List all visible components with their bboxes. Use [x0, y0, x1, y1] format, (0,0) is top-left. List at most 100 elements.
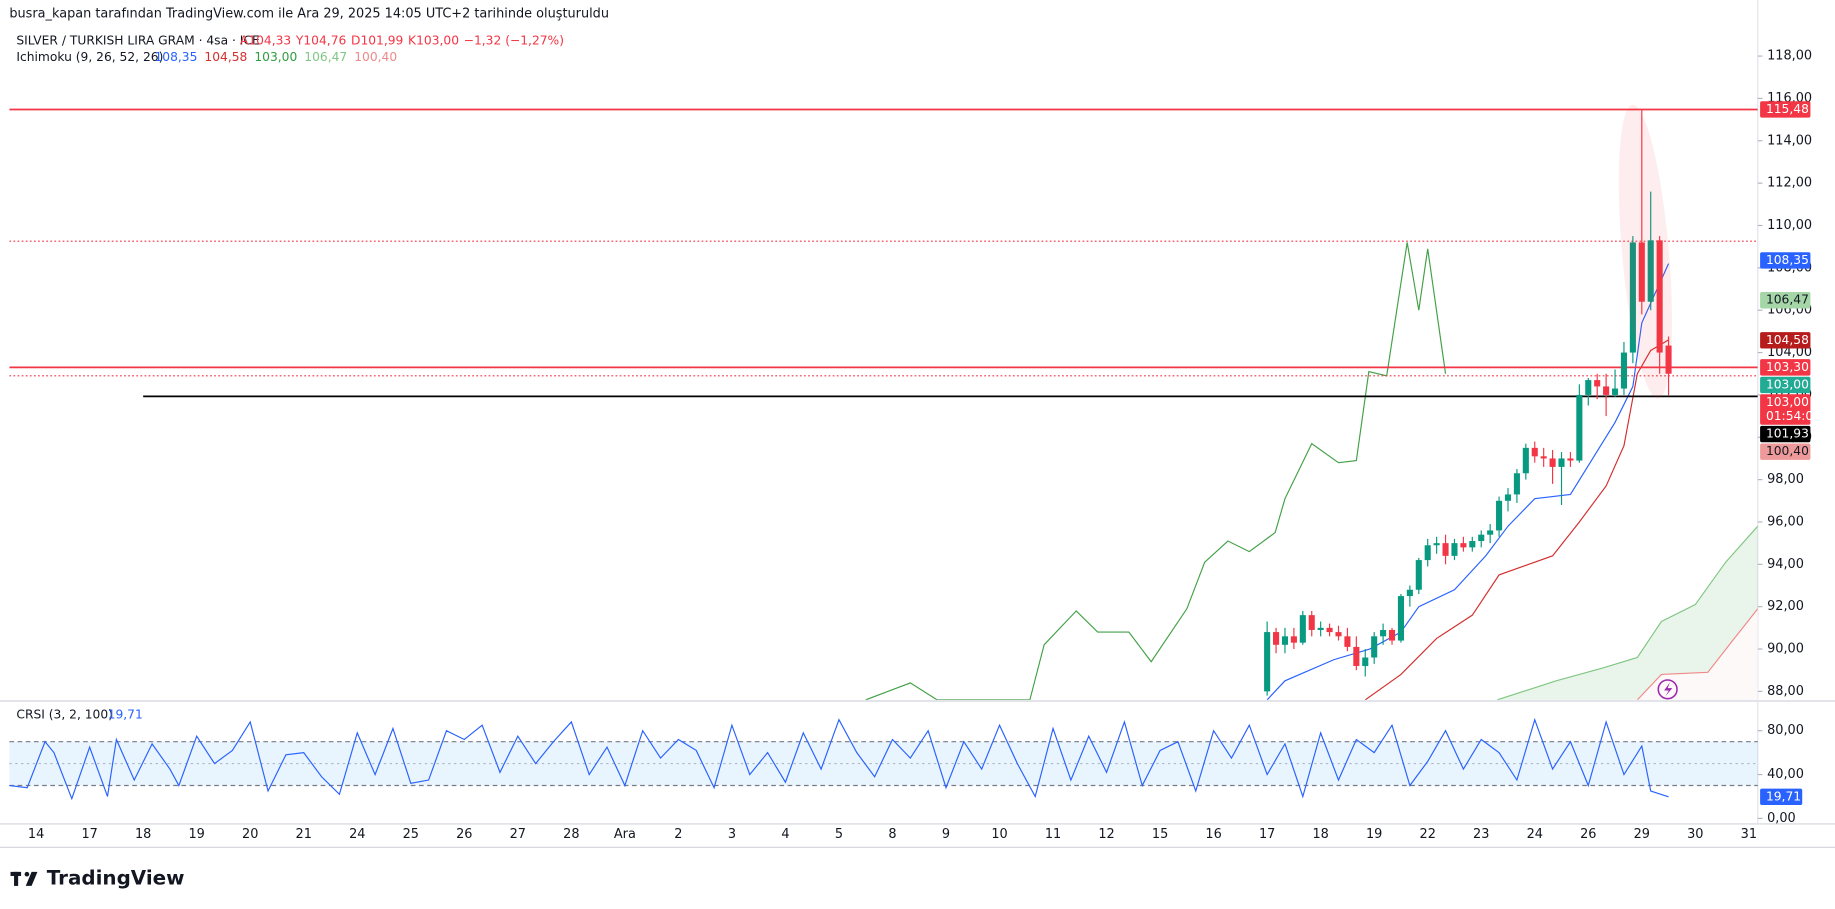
ohlc-value: A104,33	[240, 33, 291, 47]
x-tick-label: 19	[1366, 827, 1382, 842]
x-tick-label: 21	[296, 827, 312, 842]
x-tick-label: 15	[1152, 827, 1168, 842]
price-label-bg	[1760, 443, 1811, 460]
crsi-title: CRSI (3, 2, 100)	[16, 708, 113, 722]
x-tick-label: 23	[1473, 827, 1489, 842]
candle-body	[1326, 627, 1333, 633]
price-label: 103,00	[1766, 395, 1809, 409]
price-countdown: 01:54:06	[1766, 409, 1821, 423]
candle-body	[1371, 636, 1378, 658]
candle-body	[1415, 560, 1422, 590]
y-tick-label: 110,00	[1767, 218, 1812, 233]
x-tick-label: 30	[1687, 827, 1703, 842]
y-tick-label: 112,00	[1767, 176, 1812, 191]
x-tick-label: 19	[189, 827, 205, 842]
candle-body	[1594, 380, 1601, 387]
y-tick-label: 104,00	[1767, 345, 1812, 360]
candle-body	[1611, 388, 1619, 395]
price-label-bg	[1760, 292, 1811, 309]
price-label: 115,48	[1766, 102, 1809, 116]
candle-body	[1281, 636, 1289, 645]
x-tick-label: 9	[942, 827, 950, 842]
candle-body	[1504, 494, 1512, 501]
crsi-tick-label: 80,00	[1767, 723, 1804, 738]
ichimoku-value: 108,35	[154, 50, 197, 64]
candle-body	[1647, 240, 1654, 302]
cloud-fill	[1637, 608, 1758, 700]
candle-body	[1424, 545, 1431, 561]
y-tick-label: 90,00	[1767, 642, 1804, 657]
x-tick-label: 26	[456, 827, 472, 842]
symbol: SILVER / TURKISH LIRA GRAM · 4sa · ICE	[16, 33, 259, 47]
candle-body	[1380, 629, 1387, 637]
price-label: 103,00	[1766, 377, 1809, 391]
candle-body	[1549, 458, 1556, 467]
x-tick-label: 18	[135, 827, 151, 842]
candle-body	[1620, 352, 1627, 389]
x-tick-label: 3	[728, 827, 736, 842]
x-tick-label: 11	[1045, 827, 1061, 842]
crsi-tick-label: 40,00	[1767, 767, 1804, 782]
crsi-tick-label: 0,00	[1767, 811, 1796, 826]
x-tick-label: 17	[81, 827, 97, 842]
x-tick-label: 12	[1098, 827, 1114, 842]
price-label: 101,93	[1766, 427, 1809, 441]
ichimoku-value: 104,58	[204, 50, 247, 64]
candle-body	[1603, 386, 1610, 395]
y-tick-label: 92,00	[1767, 599, 1804, 614]
candle-body	[1273, 632, 1280, 645]
candle-body	[1362, 657, 1369, 666]
price-label: 103,30	[1766, 360, 1809, 374]
price-pane	[9, 108, 1758, 700]
header: busra_kapan tarafından TradingView.com i…	[9, 7, 609, 22]
candle-body	[1344, 636, 1351, 647]
price-label: 104,58	[1766, 333, 1809, 347]
candle-body	[1513, 473, 1520, 495]
candle-body	[1558, 458, 1565, 467]
x-tick-label: 4	[781, 827, 789, 842]
crsi-price-bg	[1760, 788, 1803, 805]
price-label-bg	[1760, 252, 1811, 269]
candle-body	[1460, 543, 1467, 548]
x-tick-label: 5	[835, 827, 843, 842]
candle-body	[1531, 447, 1538, 457]
ohlc-value: −1,32 (−1,27%)	[464, 33, 564, 47]
candle-body	[1585, 380, 1592, 395]
price-label-bg	[1760, 425, 1811, 443]
candle-body	[1308, 615, 1315, 630]
candle-body	[1496, 500, 1503, 531]
cloud-fill	[1637, 608, 1758, 700]
x-tick-label: 10	[991, 827, 1007, 842]
candle-body	[1264, 632, 1271, 692]
candle-body	[1353, 646, 1360, 666]
crsi-line	[9, 717, 1669, 801]
price-label: 100,40	[1766, 444, 1809, 458]
x-tick-label: 16	[1205, 827, 1221, 842]
y-tick-label: 96,00	[1767, 514, 1804, 529]
indicator-line	[1364, 339, 1669, 700]
x-tick-label: 18	[1312, 827, 1328, 842]
ohlc-value: Y104,76	[295, 33, 347, 47]
ichimoku-value: 100,40	[354, 50, 397, 64]
candle-body	[1299, 615, 1306, 643]
x-tick-label: 28	[563, 827, 579, 842]
x-tick-label: 20	[242, 827, 258, 842]
x-tick-label: 27	[510, 827, 526, 842]
alert-icon[interactable]	[1657, 679, 1678, 700]
footer-brand: TradingView	[47, 866, 185, 889]
indicator-line	[1497, 525, 1758, 700]
candle-body	[1469, 541, 1476, 548]
price-label-bg	[1760, 101, 1811, 118]
candle-body	[1540, 456, 1547, 459]
y-tick-label: 118,00	[1767, 49, 1812, 64]
x-tick-label: 14	[28, 827, 44, 842]
ichimoku-value: 103,00	[254, 50, 297, 64]
candle-body	[1335, 632, 1342, 637]
price-label-bg	[1760, 332, 1811, 349]
candle-body	[1290, 636, 1297, 643]
indicator-line	[1636, 608, 1758, 700]
candle-body	[1665, 345, 1672, 374]
y-tick-label: 98,00	[1767, 472, 1804, 487]
cloud-fill	[1497, 526, 1758, 700]
